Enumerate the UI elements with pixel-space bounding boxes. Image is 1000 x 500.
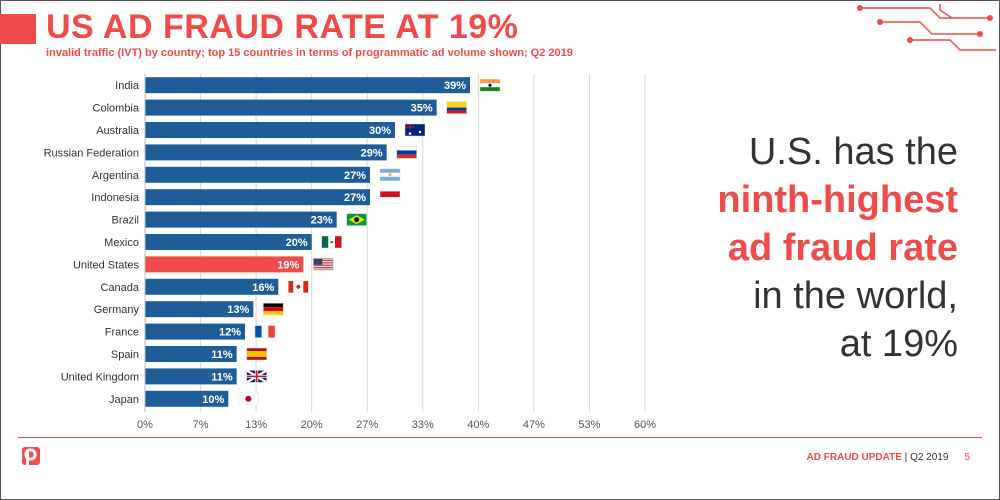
argentina-flag-icon [379,168,401,182]
data-label: 39% [444,80,466,92]
x-tick-label: 27% [356,419,378,431]
category-label: Australia [96,125,140,137]
spain-flag-icon [246,347,267,361]
data-label: 35% [411,103,433,115]
data-label: 27% [344,170,366,182]
brazil-flag-icon [346,213,367,226]
x-tick-label: 40% [467,419,489,431]
canada-flag-icon [288,280,309,294]
data-label: 11% [211,371,233,383]
bar [145,256,304,273]
headline-line-5: at 19% [839,323,958,365]
company-logo-icon [22,447,40,468]
bar [145,346,237,362]
data-label: 13% [227,304,249,316]
russia-flag-icon [396,146,417,159]
usa-flag-icon [313,258,334,271]
category-label: Russian Federation [44,147,139,159]
footer-period: Q2 2019 [910,452,949,463]
data-label: 30% [369,125,391,137]
uk-flag-icon [246,369,268,384]
data-label: 12% [219,327,241,339]
category-label: France [105,327,139,339]
data-label: 10% [202,394,224,406]
footer-divider [18,437,982,438]
category-label: Mexico [104,237,139,249]
australia-flag-icon [404,123,426,137]
category-label: Indonesia [91,192,140,204]
page-number: 5 [964,452,970,463]
category-label: Canada [100,282,139,294]
france-flag-icon [254,325,276,338]
data-label: 20% [286,237,308,249]
category-label: United States [73,259,140,271]
category-label: India [115,80,140,92]
bar [145,166,370,183]
bar [145,211,337,228]
bar [145,278,279,295]
germany-flag-icon [263,302,284,316]
slide-title: US AD FRAUD RATE AT 19% [46,8,519,46]
headline-callout: U.S. has the ninth-highest ad fraud rate… [668,128,958,368]
data-label: 11% [211,349,233,361]
x-tick-label: 0% [137,419,153,431]
footer-text: AD FRAUD UPDATE | Q2 2019 5 [807,452,970,463]
category-label: Spain [111,349,139,361]
category-label: United Kingdom [61,371,139,383]
slide-subtitle: invalid traffic (IVT) by country; top 15… [46,47,573,59]
bar [145,323,245,340]
headline-line-2: ninth-highest [717,179,958,221]
data-label: 29% [361,147,383,159]
colombia-flag-icon [446,101,467,114]
x-tick-label: 20% [301,419,323,431]
category-label: Brazil [111,215,139,227]
ad-fraud-bar-chart: 0% 7% 13% 20% 27% 33% 40% 47% 53% 60% India 39% Colo… [44,74,656,431]
data-label: 16% [252,282,274,294]
data-label: 27% [344,192,366,204]
japan-flag-icon [238,392,259,406]
x-tick-label: 7% [193,419,209,431]
category-label: Argentina [92,170,140,182]
bar [145,99,437,116]
bar [145,144,387,161]
data-label: 23% [311,215,333,227]
title-accent-bar [0,14,36,44]
bar [145,368,237,385]
data-label: 19% [277,259,299,271]
footer-separator: | [901,452,911,463]
bar [145,234,312,250]
x-tick-label: 33% [412,419,434,431]
category-label: Colombia [93,103,140,115]
circuit-decoration-icon [857,4,996,51]
headline-line-3: ad fraud rate [727,227,958,269]
india-flag-icon [479,78,501,92]
bar [145,189,370,206]
headline-line-4: in the world, [753,275,958,317]
bar [145,122,395,138]
x-tick-label: 53% [578,419,600,431]
bar [145,77,470,94]
category-label: Japan [109,394,139,406]
indonesia-flag-icon [379,190,401,204]
headline-line-1: U.S. has the [748,131,958,173]
x-tick-label: 13% [245,419,267,431]
mexico-flag-icon [321,235,342,249]
footer-label: AD FRAUD UPDATE [806,452,902,463]
x-tick-label: 60% [634,419,656,431]
x-tick-label: 47% [523,419,545,431]
bar [145,390,229,407]
category-label: Germany [94,304,140,316]
bar [145,301,254,318]
